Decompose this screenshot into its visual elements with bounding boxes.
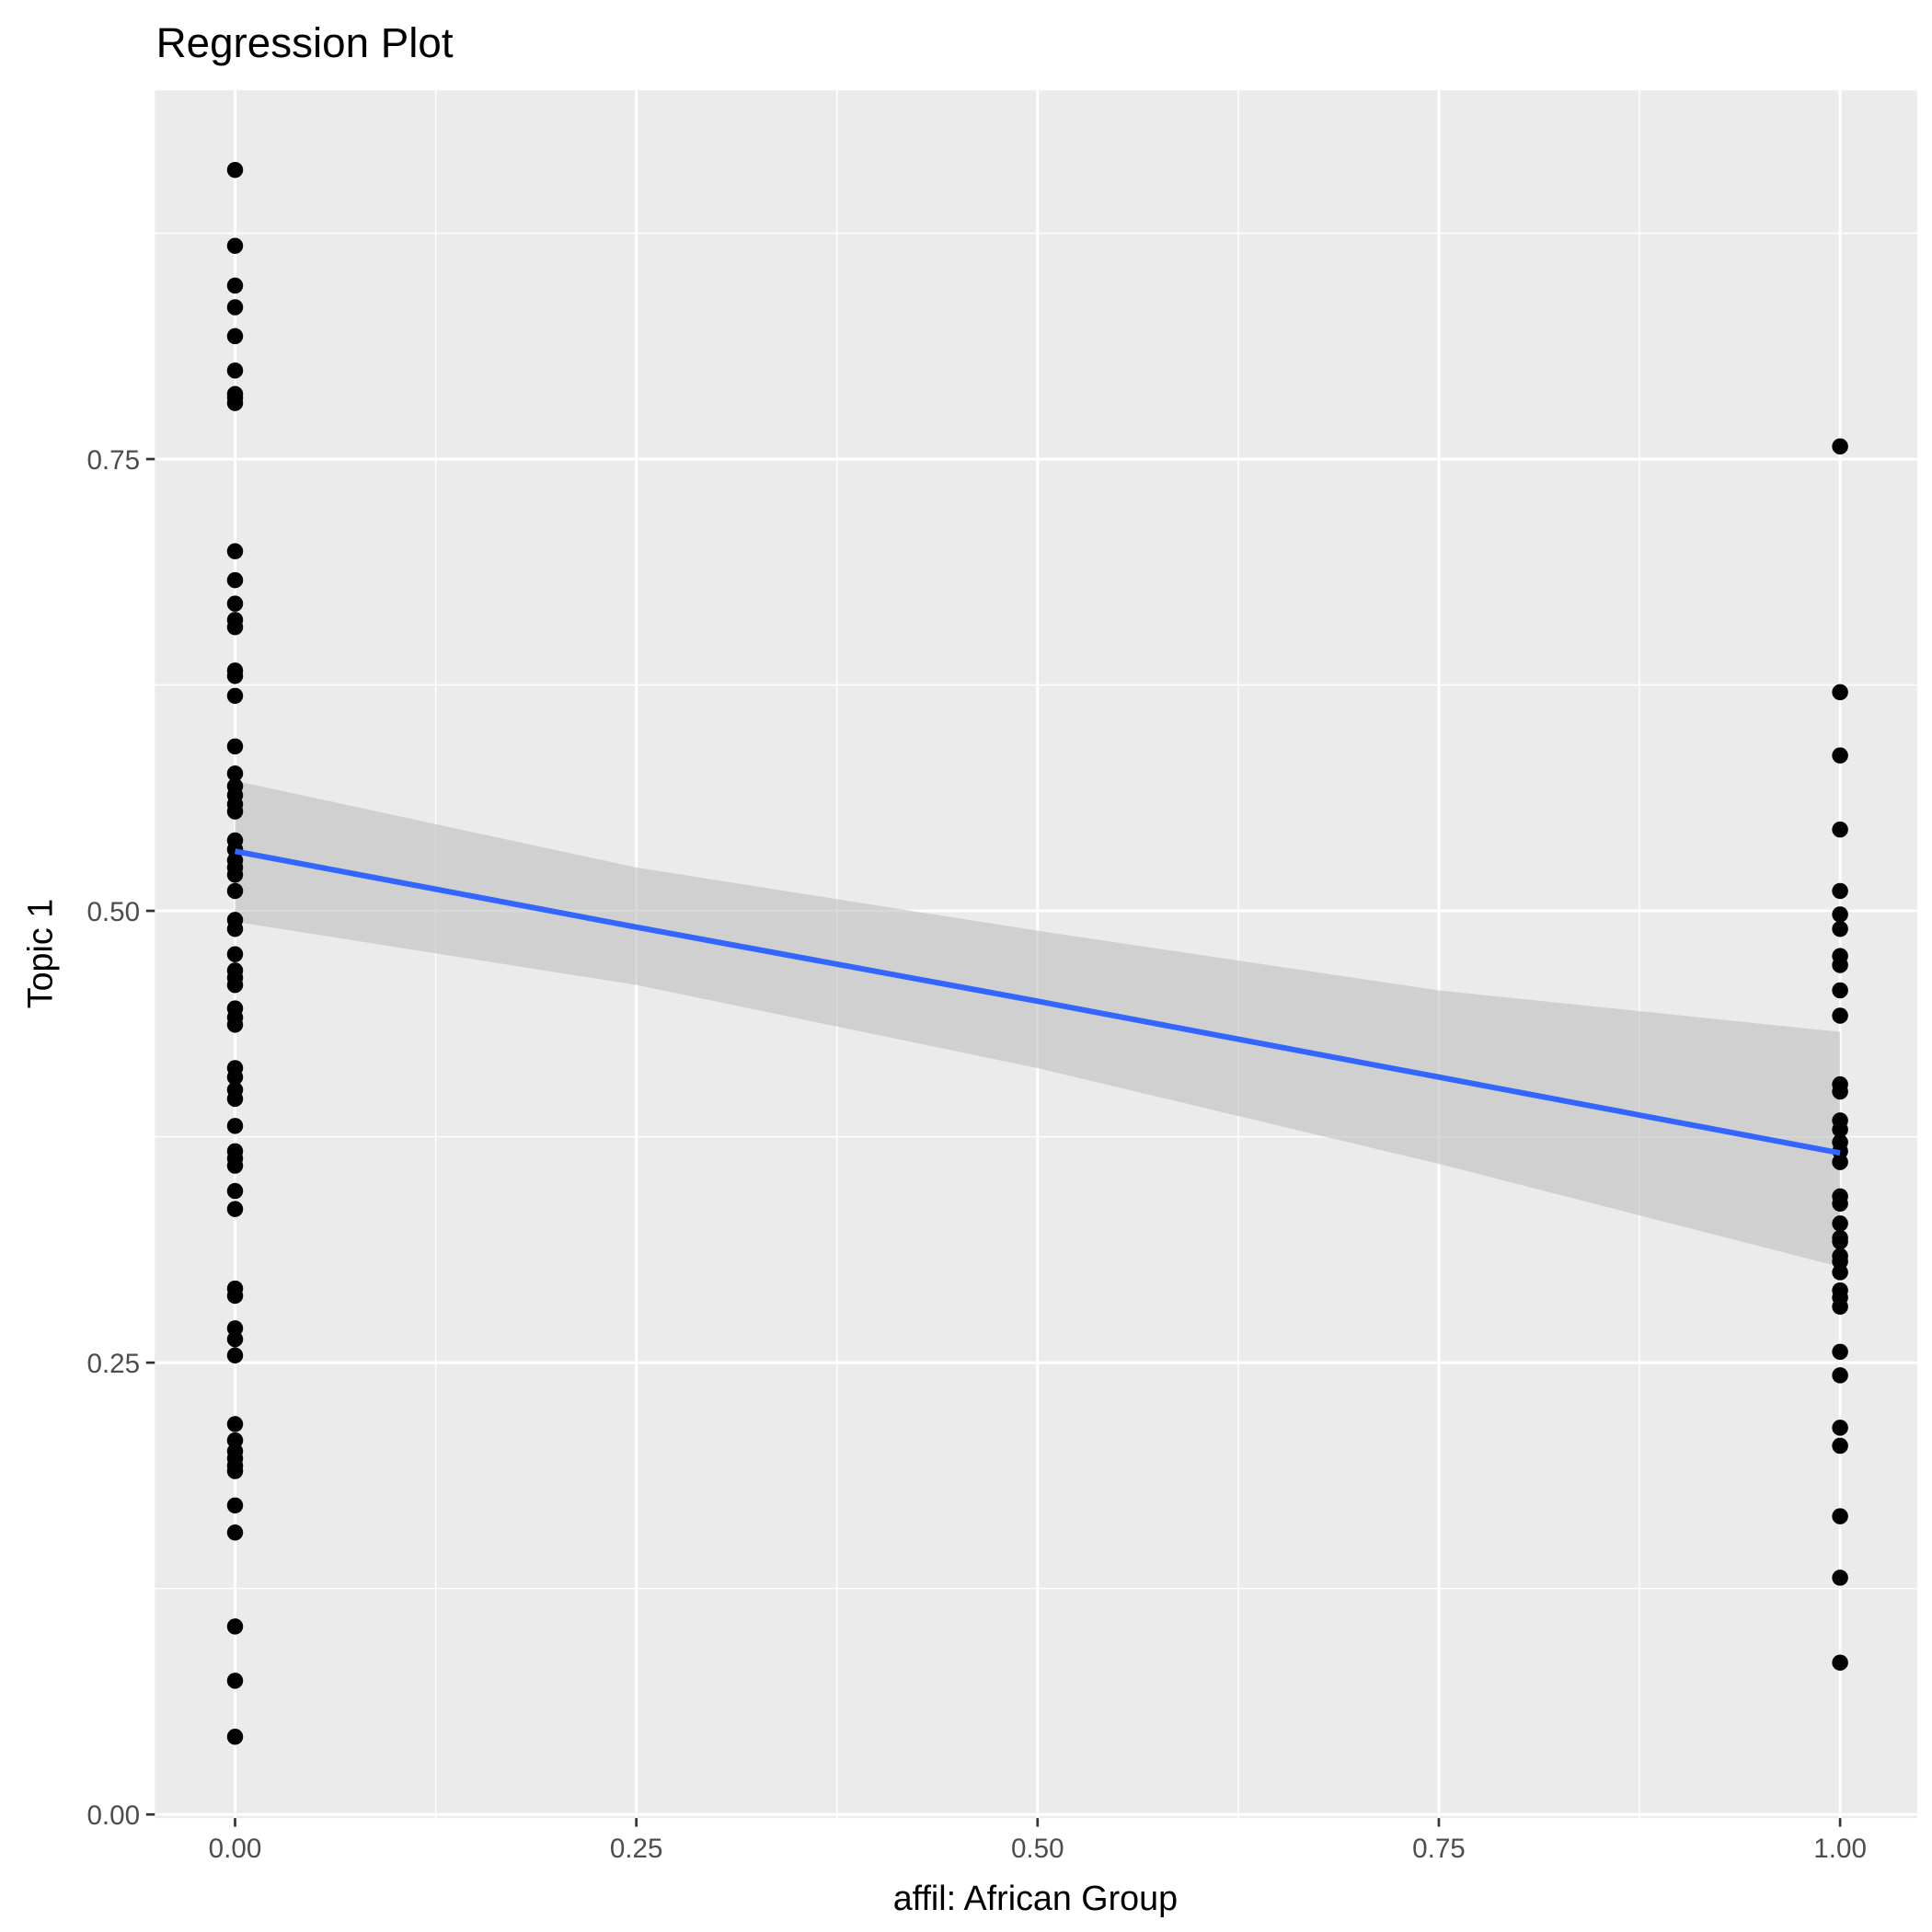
data-point [1832, 1654, 1848, 1671]
data-point [1832, 982, 1848, 999]
data-point [226, 1729, 244, 1745]
data-point [226, 867, 244, 883]
y-tick-label: 0.00 [86, 1800, 140, 1831]
data-point [1832, 1233, 1848, 1250]
data-point [1832, 1298, 1848, 1316]
data-point [1832, 1437, 1848, 1455]
y-tick-label: 0.75 [86, 445, 140, 476]
data-point [226, 328, 244, 345]
data-point [1832, 1570, 1848, 1586]
axes: 0.00 0.25 0.50 0.75 1.00 0.00 0.25 0.50 0.75 [86, 445, 1866, 1864]
data-point [226, 277, 244, 294]
data-point [226, 1287, 244, 1305]
data-point [226, 1069, 244, 1086]
data-point [226, 976, 244, 994]
data-point [226, 618, 244, 636]
data-point [1832, 1007, 1848, 1024]
data-point [1832, 1367, 1848, 1384]
data-point [226, 1090, 244, 1108]
data-point [226, 1157, 244, 1174]
data-point [1832, 957, 1848, 973]
data-point [1832, 1343, 1848, 1361]
x-tick-label: 0.50 [1011, 1834, 1064, 1864]
data-point [226, 1524, 244, 1541]
data-point [1832, 882, 1848, 900]
data-point [226, 543, 244, 559]
data-points [226, 161, 1848, 1745]
data-point [1832, 1420, 1848, 1436]
data-point [1832, 1195, 1848, 1213]
data-point [226, 1347, 244, 1364]
data-point [226, 1673, 244, 1689]
data-point [226, 803, 244, 820]
data-point [226, 738, 244, 755]
data-point [226, 1017, 244, 1033]
x-tick-label: 1.00 [1813, 1834, 1867, 1864]
data-point [226, 667, 244, 684]
data-point [226, 1618, 244, 1635]
data-point [226, 765, 244, 782]
data-point [1832, 1083, 1848, 1100]
data-point [226, 395, 244, 411]
data-point [226, 1182, 244, 1200]
data-point [226, 299, 244, 316]
data-point [1832, 821, 1848, 838]
x-tick-label: 0.00 [209, 1834, 262, 1864]
data-point [1832, 684, 1848, 701]
data-point [1832, 438, 1848, 454]
data-point [1832, 1154, 1848, 1170]
data-point [226, 1416, 244, 1432]
x-axis-label: affil: African Group [893, 1879, 1178, 1917]
x-tick-label: 0.75 [1412, 1834, 1466, 1864]
data-point [1832, 920, 1848, 937]
data-point [226, 920, 244, 937]
data-point [226, 595, 244, 612]
data-point [226, 1201, 244, 1217]
confidence-band-area [235, 780, 1841, 1268]
chart-title: Regression Plot [156, 19, 454, 66]
data-point [226, 237, 244, 254]
data-point [226, 687, 244, 705]
data-point [226, 1497, 244, 1514]
data-point [226, 946, 244, 962]
data-point [226, 1330, 244, 1348]
data-point [1832, 1121, 1848, 1138]
x-tick-label: 0.25 [610, 1834, 663, 1864]
data-point [1832, 1264, 1848, 1281]
data-point [226, 571, 244, 589]
confidence-band [235, 780, 1841, 1268]
regression-line [234, 848, 1841, 1156]
data-point [1832, 747, 1848, 764]
regression-line-group [234, 848, 1841, 1156]
data-point [1832, 1215, 1848, 1232]
data-point [226, 1118, 244, 1134]
data-point [226, 1463, 244, 1479]
data-point [1832, 1508, 1848, 1524]
data-point [226, 161, 244, 178]
y-tick-label: 0.25 [86, 1349, 140, 1379]
data-point [226, 882, 244, 900]
data-point [226, 362, 244, 379]
y-axis-label: Topic 1 [21, 899, 60, 1008]
data-point [1832, 906, 1848, 923]
y-tick-label: 0.50 [86, 897, 140, 927]
